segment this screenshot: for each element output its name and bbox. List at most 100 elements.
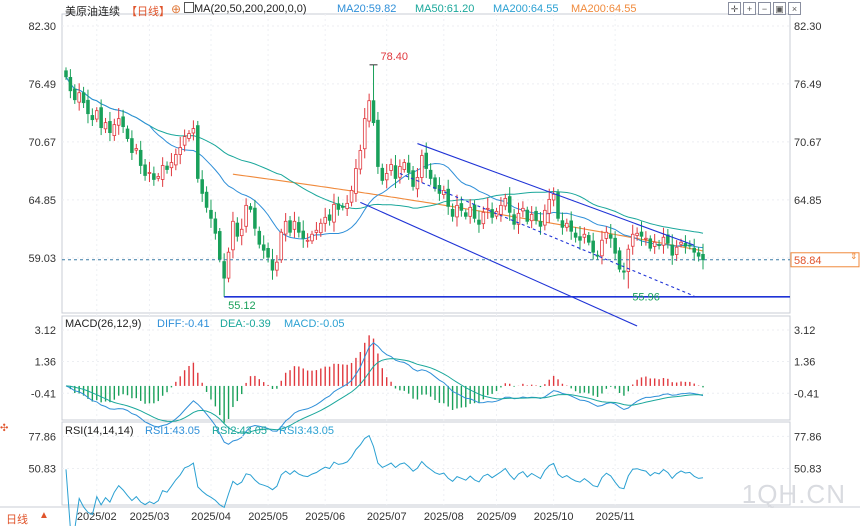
crosshair-icon[interactable]: ✛ <box>728 2 741 15</box>
rsi3-value: RSI3:43.05 <box>279 425 335 437</box>
candle-body <box>90 115 95 121</box>
candle-body <box>565 222 569 228</box>
high-price-label: 78.40 <box>381 51 409 63</box>
ma200-line <box>232 173 704 252</box>
time-tick-label: 2025/04 <box>191 511 231 523</box>
candle-body <box>455 204 459 218</box>
candle-body <box>569 220 573 232</box>
candle-body <box>630 233 635 247</box>
candle-body <box>556 192 560 219</box>
fit-icon[interactable]: ▣ <box>773 2 786 15</box>
chevron-up-icon[interactable]: ▲ <box>39 510 49 521</box>
candle-body <box>358 150 363 170</box>
candle-body <box>560 220 565 228</box>
candle-body <box>270 259 275 271</box>
candle-body <box>305 239 310 242</box>
candle-body <box>543 209 547 226</box>
time-tick-label: 2025/02 <box>77 511 117 523</box>
candle-body <box>600 239 604 257</box>
candle-body <box>226 251 231 279</box>
candle-body <box>239 228 244 237</box>
candle-body <box>349 190 354 203</box>
candle-body <box>428 169 433 179</box>
rsi-tick-right: 50.83 <box>794 463 822 475</box>
candle-body <box>477 219 481 225</box>
candle-body <box>125 128 130 139</box>
candle-body <box>143 164 147 176</box>
period-button[interactable]: 日线 <box>6 514 28 526</box>
candle-body <box>595 254 600 257</box>
candle-body <box>222 261 226 279</box>
candle-body <box>279 231 284 261</box>
candle-body <box>86 99 90 115</box>
ma-params: MA(20,50,200,200,0,0) <box>194 3 307 15</box>
candle-body <box>235 222 240 237</box>
candle-body <box>503 197 508 207</box>
candle-body <box>406 162 411 173</box>
candle-body <box>73 88 77 101</box>
candle-body <box>121 116 125 128</box>
candle-body <box>301 230 305 239</box>
macd-tick-left: 1.36 <box>35 357 56 369</box>
price-tick-left: 70.67 <box>28 137 56 149</box>
candle-body <box>336 203 341 210</box>
candle-body <box>433 177 437 189</box>
candle-body <box>657 244 661 247</box>
candle-body <box>275 261 279 271</box>
candle-body <box>174 154 178 166</box>
candle-body <box>64 70 68 78</box>
candle-body <box>639 231 644 237</box>
candle-body <box>415 177 420 190</box>
candle-body <box>525 209 530 222</box>
candle-body <box>380 167 385 181</box>
channel-lower-line <box>360 201 638 327</box>
candle-body <box>292 220 297 230</box>
candle-body <box>701 253 705 261</box>
ma50-value: MA50:61.20 <box>415 3 475 15</box>
close-icon[interactable]: × <box>788 2 801 15</box>
candle-body <box>622 270 626 273</box>
panel-frame-2 <box>61 421 791 506</box>
candle-body <box>253 207 257 229</box>
candle-body <box>648 238 653 249</box>
macd-dea: DEA:-0.39 <box>220 318 271 330</box>
candle-body <box>683 243 688 247</box>
candle-body <box>200 179 204 194</box>
indicator-settings-icon[interactable] <box>184 2 194 13</box>
period-label[interactable]: 【日线】 <box>126 6 170 18</box>
watermark: 1QH.CN <box>741 479 846 509</box>
price-tick-right: 76.49 <box>794 79 822 91</box>
candle-body <box>450 208 455 217</box>
ma20-line <box>65 76 704 249</box>
candle-body <box>138 149 143 166</box>
candle-body <box>310 233 314 242</box>
macd-diff: DIFF:-0.41 <box>157 318 210 330</box>
add-indicator-icon[interactable]: ⊕ <box>171 2 182 16</box>
candle-body <box>459 203 464 211</box>
candle-body <box>446 188 450 207</box>
macd-tick-right: -0.41 <box>794 388 819 400</box>
candle-body <box>68 76 73 92</box>
candle-body <box>490 209 494 218</box>
candle-body <box>670 244 675 256</box>
candle-body <box>94 110 99 120</box>
candle-body <box>231 220 235 251</box>
zoom-out-icon[interactable]: − <box>758 2 771 15</box>
channel-upper-line <box>417 143 695 246</box>
rsi-params: RSI(14,14,14) <box>65 425 134 437</box>
candle-body <box>674 246 679 255</box>
time-tick-label: 2025/09 <box>477 511 517 523</box>
candle-body <box>529 213 534 222</box>
candle-body <box>481 211 486 225</box>
candle-body <box>77 92 81 103</box>
candle-body <box>547 198 552 214</box>
zoom-in-icon[interactable]: + <box>743 2 756 15</box>
candle-body <box>591 240 595 253</box>
candle-body <box>692 247 696 253</box>
candle-body <box>507 196 512 213</box>
candle-body <box>367 100 371 122</box>
rsi-tick-right: 77.86 <box>794 431 822 443</box>
candle-body <box>297 222 301 233</box>
candle-body <box>283 220 288 235</box>
time-tick-label: 2025/05 <box>248 511 288 523</box>
